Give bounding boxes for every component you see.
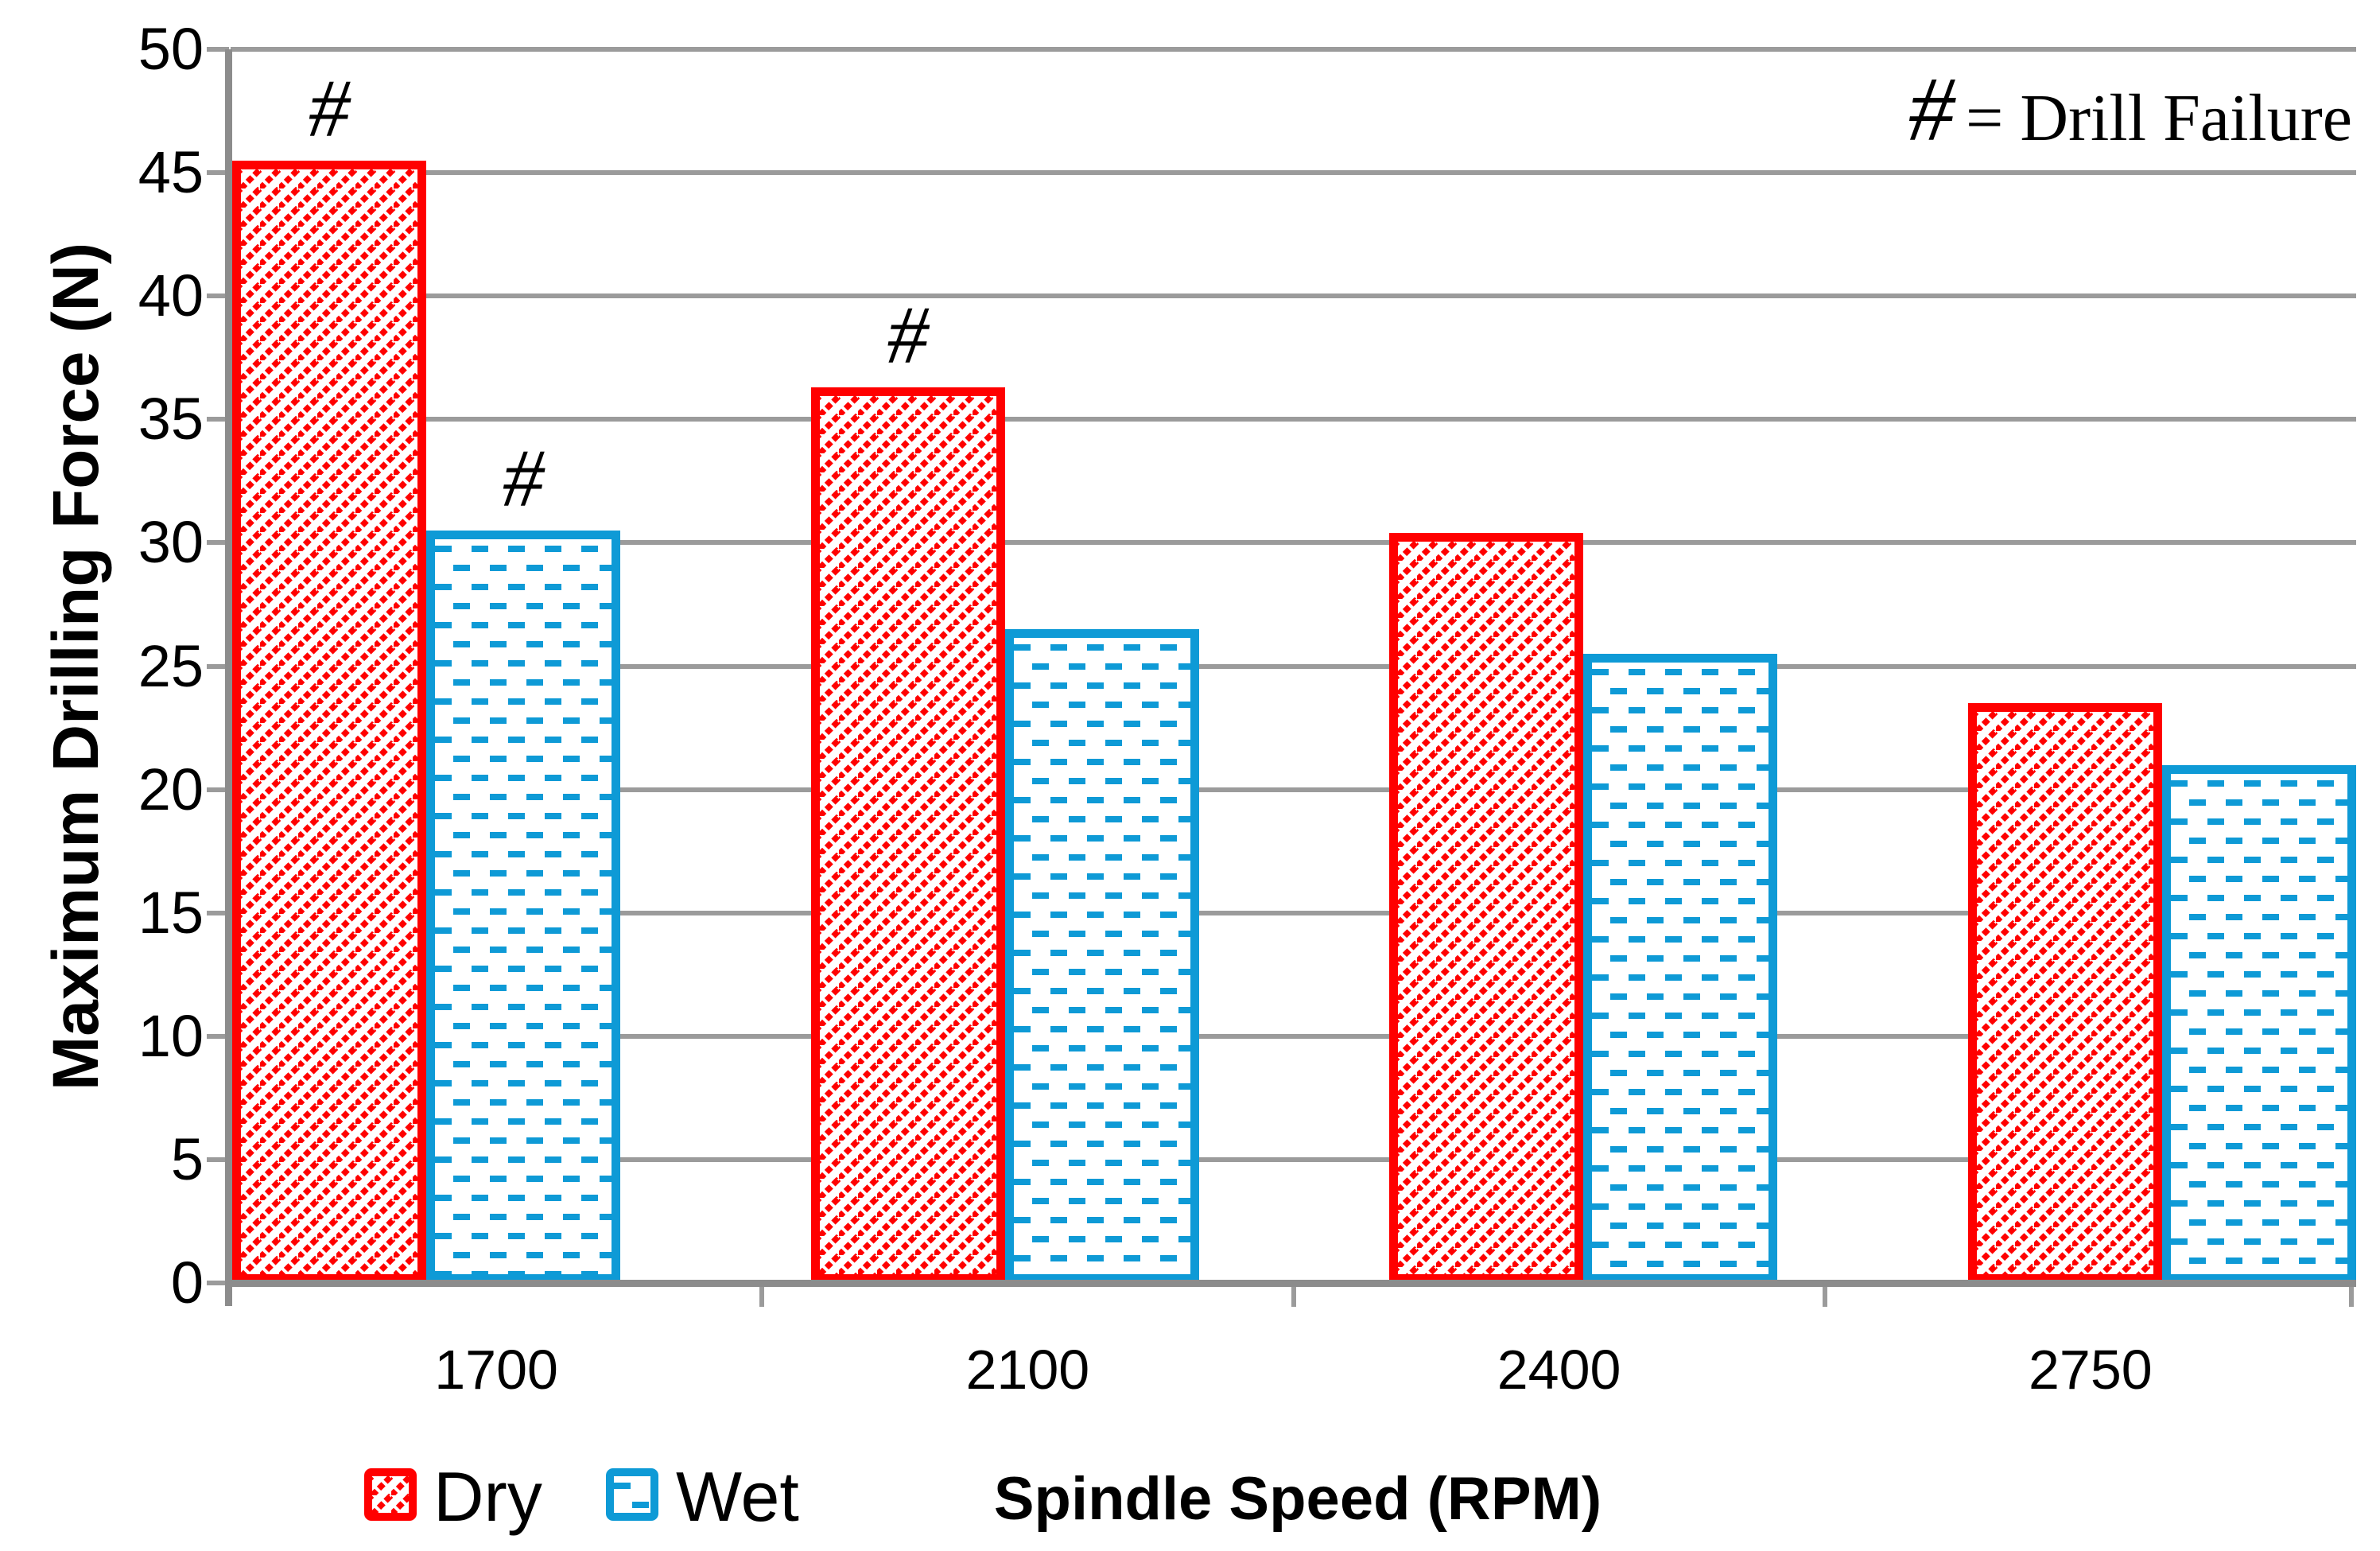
- bar-wet-1700: [426, 530, 620, 1283]
- y-tick-30: [207, 540, 229, 546]
- y-tick-label-10: 10: [138, 1002, 204, 1069]
- bar-fill: [2171, 773, 2347, 1274]
- legend-label-wet: Wet: [676, 1457, 799, 1536]
- y-tick-10: [207, 1033, 229, 1039]
- y-tick-40: [207, 293, 229, 299]
- gridline-50: [231, 47, 2356, 52]
- bar-dry-2750: [1968, 703, 2162, 1283]
- bar-dry-2100: [810, 387, 1005, 1283]
- y-tick-15: [207, 910, 229, 915]
- legend-swatch-wet: [606, 1468, 658, 1521]
- drill-failure-legend: # = Drill Failure: [1908, 62, 2352, 185]
- bar-fill: [241, 169, 417, 1274]
- drill-failure-mark-dry-2100: #: [887, 289, 929, 381]
- gridline-25: [231, 663, 2356, 669]
- bar-wet-2750: [2162, 764, 2356, 1283]
- y-tick-label-25: 25: [138, 632, 204, 699]
- y-tick-label-30: 30: [138, 509, 204, 576]
- y-tick-20: [207, 787, 229, 792]
- bar-wet-2100: [1004, 628, 1199, 1283]
- x-category-label-2400: 2400: [1497, 1339, 1621, 1401]
- bar-wet-2400: [1583, 653, 1778, 1283]
- x-category-label-2750: 2750: [2029, 1339, 2153, 1401]
- bar-fill: [1592, 662, 1769, 1274]
- legend-swatch-dry: [364, 1468, 417, 1521]
- bar-fill: [1398, 541, 1575, 1274]
- y-tick-50: [207, 47, 229, 52]
- gridline-20: [231, 787, 2356, 792]
- gridline-45: [231, 170, 2356, 176]
- y-tick-35: [207, 417, 229, 422]
- gridline-40: [231, 293, 2356, 299]
- legend-swatch-dry-fill: [372, 1476, 409, 1513]
- y-tick-5: [207, 1156, 229, 1162]
- y-tick-label-5: 5: [170, 1125, 204, 1192]
- bar-fill: [1977, 712, 2153, 1274]
- x-tick-4: [2349, 1283, 2354, 1307]
- y-tick-label-35: 35: [138, 386, 204, 453]
- x-tick-1: [759, 1283, 765, 1307]
- drill-failure-symbol: #: [1908, 59, 1955, 161]
- gridline-10: [231, 1033, 2356, 1039]
- legend-swatch-wet-fill: [614, 1476, 650, 1513]
- drill-failure-mark-dry-1700: #: [309, 62, 350, 154]
- gridline-30: [231, 540, 2356, 546]
- y-tick-label-45: 45: [138, 139, 204, 206]
- drill-failure-mark-wet-1700: #: [503, 432, 544, 524]
- x-tick-3: [1822, 1283, 1827, 1307]
- y-tick-0: [207, 1281, 229, 1285]
- y-axis-title: Maximum Drilling Force (N): [40, 242, 112, 1091]
- y-tick-label-15: 15: [138, 879, 204, 946]
- x-tick-2: [1291, 1283, 1296, 1307]
- x-axis-line: [225, 1280, 2356, 1287]
- x-category-label-2100: 2100: [965, 1339, 1090, 1401]
- y-axis-line: [225, 49, 232, 1306]
- bar-fill: [1013, 637, 1190, 1274]
- bar-dry-1700: [232, 160, 426, 1283]
- y-tick-label-40: 40: [138, 262, 204, 329]
- gridline-15: [231, 910, 2356, 915]
- y-tick-45: [207, 170, 229, 176]
- gridline-35: [231, 417, 2356, 422]
- y-tick-label-50: 50: [138, 16, 204, 82]
- bar-fill: [435, 538, 612, 1274]
- y-tick-25: [207, 663, 229, 669]
- y-tick-label-0: 0: [170, 1250, 204, 1316]
- gridline-5: [231, 1156, 2356, 1162]
- legend-label-dry: Dry: [433, 1457, 542, 1536]
- x-category-label-1700: 1700: [434, 1339, 558, 1401]
- bar-fill: [819, 395, 996, 1274]
- x-axis-title: Spindle Speed (RPM): [993, 1465, 1602, 1533]
- bar-dry-2400: [1389, 532, 1584, 1283]
- y-tick-label-20: 20: [138, 756, 204, 822]
- drill-failure-text: = Drill Failure: [1966, 81, 2352, 155]
